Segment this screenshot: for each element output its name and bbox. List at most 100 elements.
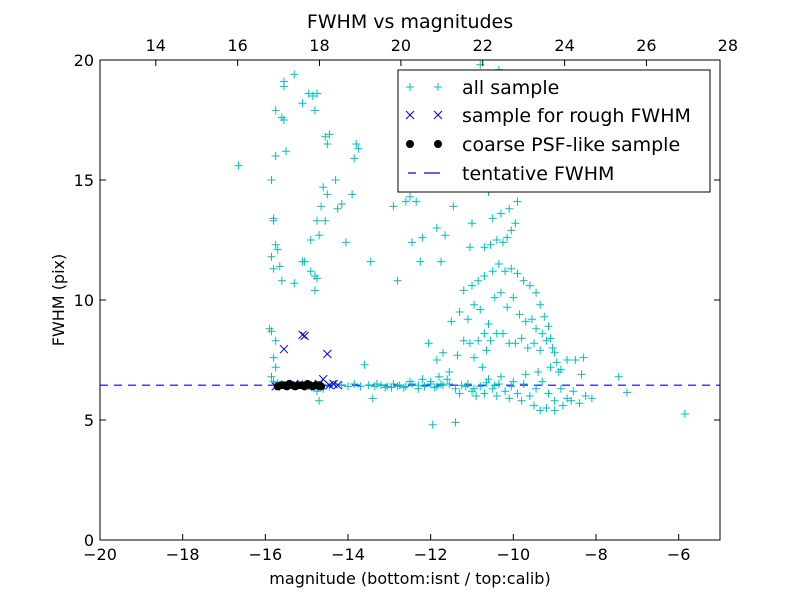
data-point-plus [530, 339, 538, 348]
legend-marker-dot [406, 140, 414, 148]
legend-box [397, 69, 711, 193]
data-point-plus [530, 401, 538, 410]
data-point-plus [325, 130, 334, 139]
data-point-plus [459, 336, 468, 345]
data-point-plus [546, 334, 555, 343]
data-point-plus [465, 339, 474, 348]
data-point-plus [509, 377, 518, 386]
data-point-plus [509, 293, 518, 302]
data-point-plus [468, 219, 476, 228]
data-point-plus [521, 370, 530, 379]
data-point-plus [271, 336, 280, 345]
data-point-plus [523, 344, 532, 352]
data-point-dot [317, 382, 326, 391]
data-point-plus [459, 286, 468, 295]
data-point-plus [556, 365, 565, 374]
data-point-plus [488, 214, 497, 223]
data-point-plus [492, 236, 501, 244]
data-point-plus [337, 200, 346, 208]
data-point-x [333, 380, 343, 390]
data-point-plus [401, 382, 410, 391]
data-point-plus [474, 336, 483, 345]
data-point-plus [552, 358, 561, 367]
data-point-plus [432, 382, 441, 391]
data-point-plus [372, 380, 381, 388]
data-point-plus [354, 144, 363, 153]
data-point-plus [449, 202, 458, 211]
top-tick-label: 26 [636, 36, 656, 55]
data-point-plus [300, 257, 309, 266]
data-point-plus [313, 89, 321, 98]
legend-entry-tentative-fwhm: tentative FWHM [408, 163, 614, 185]
data-point-plus [623, 388, 631, 397]
data-point-plus [455, 308, 464, 316]
data-point-plus [315, 231, 324, 240]
data-point-plus [445, 368, 454, 376]
data-point-plus [480, 389, 489, 398]
legend-entry-all-sample: all sample [406, 77, 559, 99]
data-point-plus [282, 147, 290, 156]
data-point-plus [271, 363, 280, 372]
data-point-plus [575, 399, 584, 408]
data-point-plus [511, 339, 520, 348]
data-point-plus [439, 381, 448, 390]
data-point-plus [490, 293, 499, 302]
data-point-plus [393, 276, 402, 285]
data-point-plus [463, 315, 472, 324]
x-tick-label: −14 [331, 545, 365, 564]
data-point-plus [534, 368, 543, 376]
data-point-plus [470, 300, 479, 309]
data-point-plus [401, 197, 410, 206]
data-point-plus [503, 233, 512, 242]
data-point-plus [480, 272, 489, 280]
data-point-plus [476, 382, 485, 391]
data-point-plus [550, 348, 559, 357]
data-point-plus [290, 279, 299, 288]
x-tick-label: −8 [584, 545, 608, 564]
data-point-plus [424, 339, 433, 348]
data-point-plus [437, 380, 445, 388]
legend-label-tentative-fwhm: tentative FWHM [462, 163, 614, 185]
legend-marker-x [405, 110, 443, 120]
data-point-plus [513, 269, 522, 278]
data-point-plus [488, 384, 497, 393]
data-point-plus [511, 219, 520, 228]
chart-title: FWHM vs magnitudes [307, 11, 513, 33]
data-point-plus [525, 392, 534, 400]
legend-entry-psf-like: coarse PSF-like sample [406, 134, 680, 156]
data-point-plus [313, 274, 321, 283]
data-point-plus [234, 161, 243, 170]
x-tick-label: −16 [248, 545, 282, 564]
data-point-plus [406, 377, 414, 386]
data-point-plus [387, 383, 396, 392]
top-tick-label: 28 [718, 36, 738, 55]
data-point-plus [480, 329, 489, 338]
data-point-plus [412, 197, 421, 206]
data-point-x [300, 331, 309, 341]
data-point-plus [368, 394, 377, 403]
data-point-plus [308, 92, 317, 100]
data-point-plus [550, 406, 559, 415]
data-point-plus [563, 356, 572, 364]
data-point-plus [496, 288, 505, 297]
data-point-plus [271, 240, 280, 249]
data-point-plus [563, 394, 572, 403]
data-point-plus [494, 380, 503, 388]
data-point-plus [571, 356, 580, 364]
data-point-plus [418, 233, 427, 242]
legend-label-psf-like: coarse PSF-like sample [462, 134, 680, 156]
data-point-plus [350, 380, 359, 388]
y-tick-label: 20 [74, 51, 94, 70]
data-point-plus [267, 327, 276, 336]
data-point-plus [437, 257, 445, 266]
data-point-plus [306, 236, 315, 244]
data-point-plus [476, 305, 485, 314]
top-tick-label: 16 [227, 36, 247, 55]
data-point-plus [389, 202, 398, 211]
data-point-plus [414, 384, 423, 393]
data-point-plus [356, 382, 365, 391]
data-point-plus [267, 176, 276, 184]
data-point-x [325, 380, 334, 390]
data-point-plus [269, 353, 278, 362]
